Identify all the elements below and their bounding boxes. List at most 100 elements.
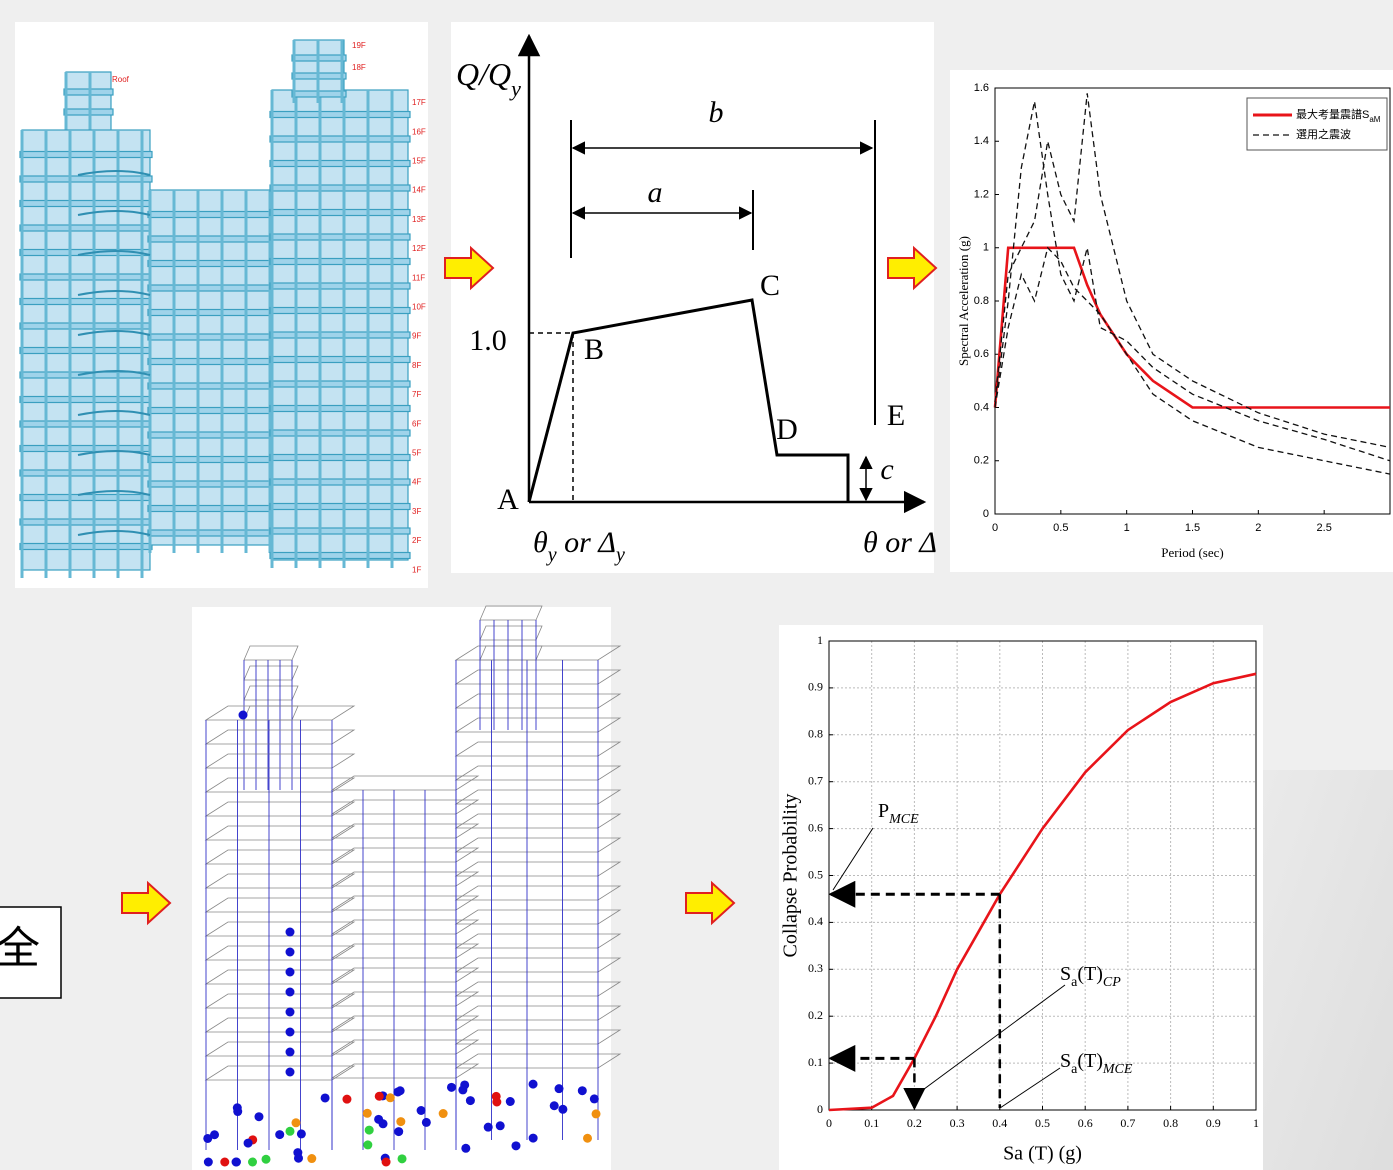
annotation-leader (999, 1067, 1061, 1109)
stair (77, 250, 151, 256)
panel-hinge-model (192, 607, 611, 1170)
x-tick-label: 0.2 (907, 1116, 922, 1130)
y-tick-label: 0.6 (974, 348, 989, 360)
floor-slab (269, 429, 411, 437)
floor-label: 13F (412, 215, 426, 224)
floor-frame (454, 645, 622, 661)
hinge-dot (438, 1109, 448, 1119)
hinge-dot (591, 1109, 601, 1119)
hinge-dot (374, 1114, 384, 1124)
x-tick-label: 0.7 (1120, 1116, 1135, 1130)
hinge-dot (385, 1093, 395, 1103)
stair (77, 210, 151, 216)
floor-slab (269, 110, 411, 119)
text-part: aM (1369, 115, 1380, 124)
hinge-dot (285, 1047, 295, 1057)
x-tick-label: 0.6 (1078, 1116, 1093, 1130)
floor-frame (454, 1005, 622, 1021)
series-line (994, 101, 1391, 462)
floor-label: 1F (412, 565, 421, 574)
hinge-dot (285, 1067, 295, 1077)
floor-frame (454, 765, 622, 781)
y-tick-label: 0 (983, 508, 989, 520)
hinge-dot (307, 1154, 317, 1164)
y-tick-label: 0.6 (808, 820, 823, 834)
floor-slab (269, 257, 411, 266)
floor-slab (19, 444, 153, 453)
floor-frame (454, 789, 622, 805)
floor-frame (330, 847, 480, 863)
floor-slab (269, 380, 411, 388)
hinge-dot (203, 1133, 213, 1143)
stair (77, 370, 151, 376)
side-label: 全 (0, 924, 40, 973)
floor-slab (269, 527, 411, 535)
floor-label: 16F (412, 127, 426, 136)
floor-frame (330, 943, 480, 959)
floor-frame (204, 969, 356, 985)
floor-slab (19, 199, 153, 208)
floor-slab (19, 518, 153, 526)
hinge-dot (238, 710, 248, 720)
hinge-dot (381, 1157, 391, 1167)
x-tick-label: 1.5 (1185, 522, 1200, 534)
x-tick-label: 0.3 (950, 1116, 965, 1130)
text-part: Q/Q (456, 56, 511, 92)
hinge-dot (285, 1007, 295, 1017)
text-part: y (614, 544, 625, 566)
stair (77, 290, 151, 296)
hinge-dot (243, 1138, 253, 1148)
y-tick-label: 0.2 (808, 1008, 823, 1022)
x-tick-label: 2.5 (1317, 522, 1332, 534)
floor-frame (454, 693, 622, 709)
y-tick-label: 0.8 (808, 727, 823, 741)
floor-frame (243, 685, 299, 701)
floor-slab (19, 542, 153, 551)
floor-frame (243, 645, 299, 661)
floor-frame (204, 705, 356, 721)
panel-fragility (779, 625, 1263, 1170)
floor-frame (204, 825, 356, 841)
annotation: Sa(T)CP (1060, 963, 1121, 990)
label-b-point: B (584, 333, 604, 366)
floor-frame (479, 605, 543, 621)
floor-slab (147, 504, 283, 513)
legend-box (1246, 97, 1388, 151)
floor-slab (19, 420, 153, 428)
x-tick-label: 0.5 (1053, 522, 1068, 534)
floor-label: 18F (352, 63, 366, 72)
floor-frame (330, 1015, 480, 1031)
floor-slab (269, 331, 411, 339)
y-tick-label: 0.7 (808, 773, 823, 787)
hinge-dot (492, 1097, 502, 1107)
floor-slab (19, 150, 153, 159)
floor-frame (243, 665, 299, 681)
label-a-point: A (497, 483, 519, 516)
label-e-point: E (887, 399, 905, 432)
floor-frame (454, 909, 622, 925)
hinge-dot (505, 1097, 515, 1107)
floor-label: 15F (412, 157, 426, 166)
floor-slab (269, 478, 411, 486)
arrow (121, 880, 172, 926)
floor-label: 12F (412, 244, 426, 253)
flow-arrows (121, 245, 938, 926)
floor-frame (454, 861, 622, 877)
hinge-dot (549, 1101, 559, 1111)
floor-frame (454, 813, 622, 829)
floor-slab (147, 357, 283, 366)
text-part: a (1071, 975, 1078, 990)
x-tick-label: 0.8 (1163, 1116, 1178, 1130)
hinge-dot (421, 1117, 431, 1127)
panel-backbone (451, 22, 934, 573)
text-part: or Δ (557, 526, 616, 559)
floor-slab (147, 210, 283, 219)
floor-frame (479, 625, 543, 641)
x-tick-label: 0 (826, 1116, 832, 1130)
y-label: Q/Qy (456, 56, 521, 100)
floor-slab (19, 224, 153, 232)
hinge-dot (248, 1157, 258, 1167)
stair (77, 530, 151, 536)
floor-slab (19, 175, 153, 183)
